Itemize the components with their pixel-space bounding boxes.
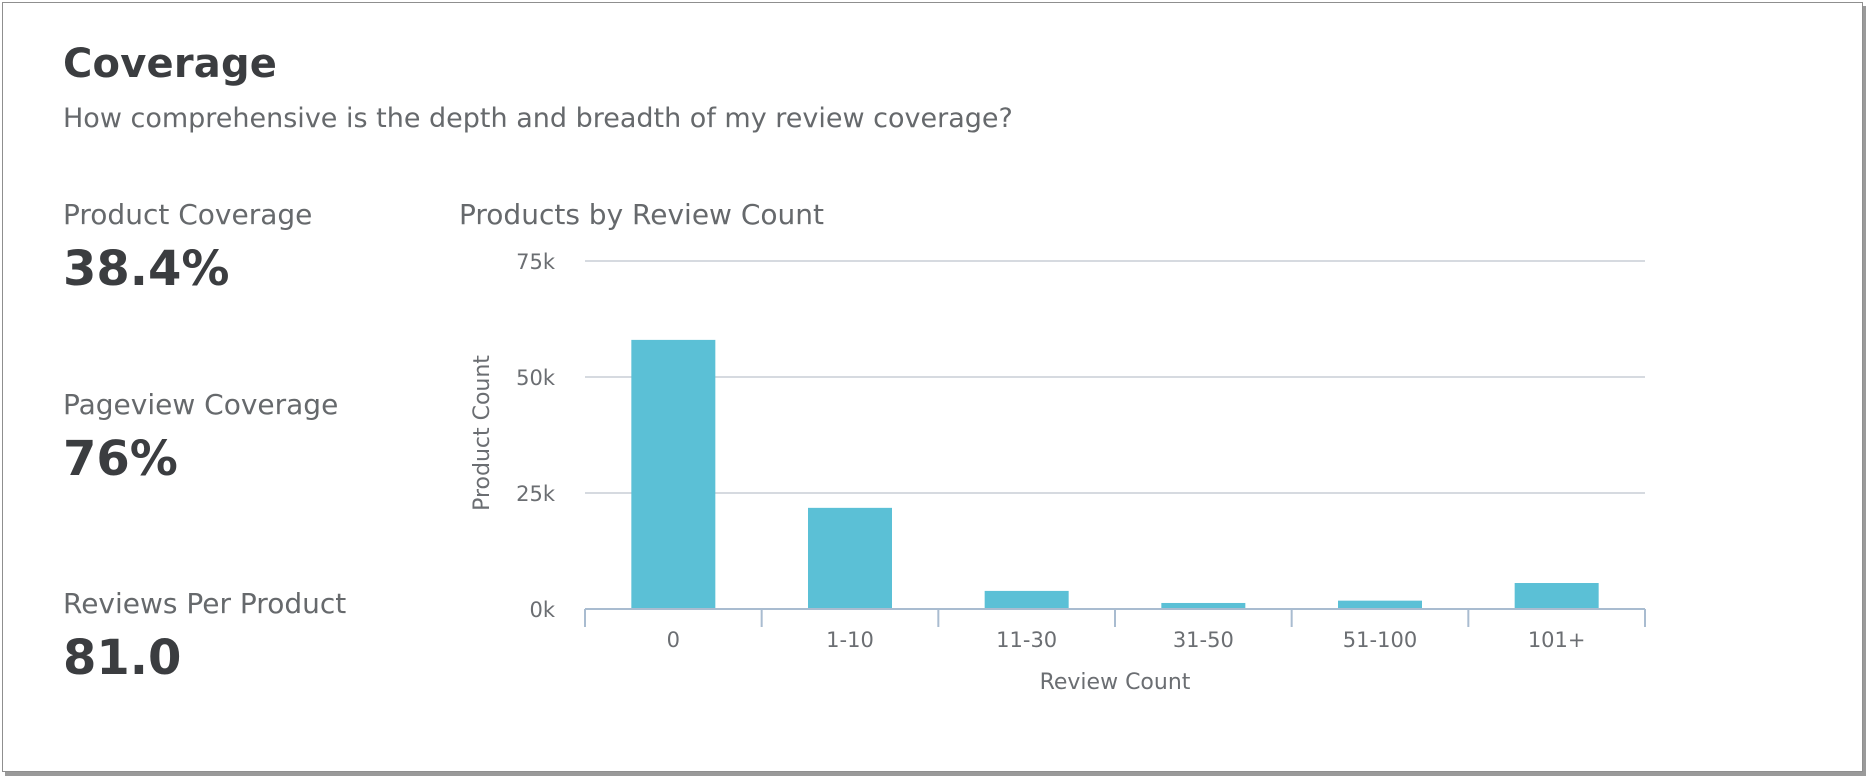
metric-label-product-coverage: Product Coverage xyxy=(63,198,313,231)
coverage-card: Coverage How comprehensive is the depth … xyxy=(2,2,1863,772)
y-tick-label: 0k xyxy=(529,598,555,622)
x-axis-label: Review Count xyxy=(1040,670,1191,695)
page-title: Coverage xyxy=(63,41,278,87)
x-tick-label: 101+ xyxy=(1528,628,1586,652)
x-tick-label: 11-30 xyxy=(996,628,1057,652)
bar[interactable] xyxy=(1338,600,1422,609)
x-tick-label: 0 xyxy=(667,628,680,652)
y-tick-label: 50k xyxy=(516,366,556,390)
products-by-review-count-chart: 0k 25k 50k 75k 0 1-10 11-30 31-50 51-100 101+ Pro… xyxy=(470,250,1646,695)
x-tick-label: 1-10 xyxy=(826,628,874,652)
axis-layer: 0k 25k 50k 75k 0 1-10 11-30 31-50 51-100 101+ xyxy=(516,250,1646,652)
bar[interactable] xyxy=(808,507,892,609)
grid-layer xyxy=(585,260,1645,494)
chart-title: Products by Review Count xyxy=(459,198,824,231)
metric-label-reviews-per-product: Reviews Per Product xyxy=(63,587,347,620)
metric-value-pageview-coverage: 76% xyxy=(63,431,178,487)
metric-label-pageview-coverage: Pageview Coverage xyxy=(63,388,339,421)
x-tick-label: 31-50 xyxy=(1173,628,1234,652)
x-tick-label: 51-100 xyxy=(1343,628,1417,652)
bar[interactable] xyxy=(1161,602,1246,609)
y-tick-label: 75k xyxy=(516,250,556,274)
metric-value-product-coverage: 38.4% xyxy=(63,241,230,297)
bar[interactable] xyxy=(1514,583,1599,609)
bars-layer xyxy=(631,339,1599,609)
page-subtitle: How comprehensive is the depth and bread… xyxy=(63,103,1013,134)
bar[interactable] xyxy=(631,339,716,609)
metric-value-reviews-per-product: 81.0 xyxy=(63,630,182,686)
y-tick-label: 25k xyxy=(516,482,556,506)
bar[interactable] xyxy=(984,590,1069,609)
y-axis-label: Product Count xyxy=(470,355,495,511)
